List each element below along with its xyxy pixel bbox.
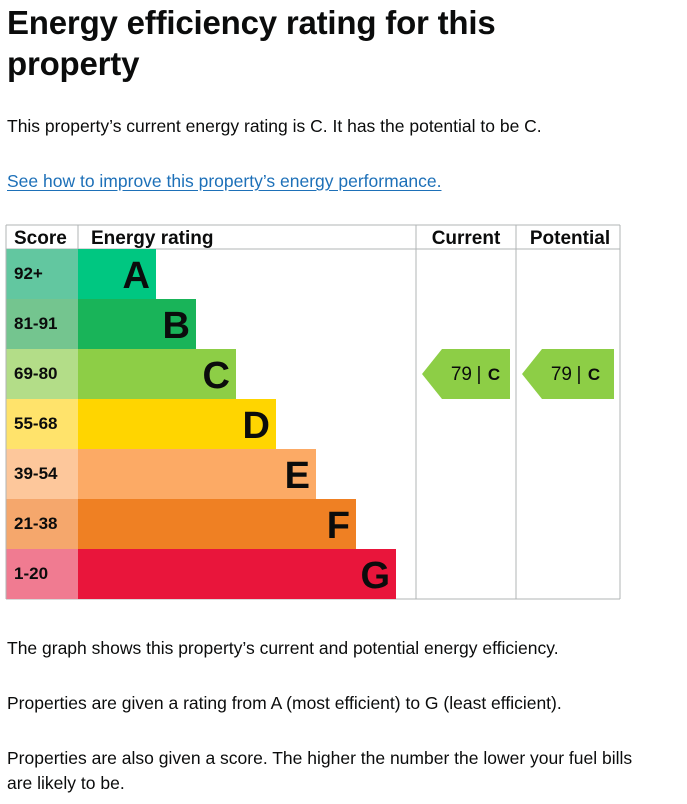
potential-rating-separator: | [577,364,582,385]
band-letter-e: E [285,455,310,497]
header-potential: Potential [530,228,610,249]
band-letter-b: B [163,305,190,347]
energy-rating-chart: Score Energy rating Current Potential 92… [5,224,621,600]
current-rating-letter: C [488,365,500,384]
score-label-c: 69-80 [14,364,57,383]
score-cell-c [6,349,78,399]
band-bar-f [78,499,356,549]
current-rating-score: 79 [451,364,472,385]
graph-explanation: The graph shows this property’s current … [7,638,559,658]
score-label-e: 39-54 [14,464,58,483]
score-cell-a [6,249,78,299]
band-bar-b [78,299,196,349]
score-label-d: 55-68 [14,414,57,433]
band-bar-e [78,449,316,499]
score-cell-f [6,499,78,549]
band-bar-a [78,249,156,299]
band-bar-c [78,349,236,399]
header-current: Current [432,228,501,249]
score-cell-e [6,449,78,499]
score-label-b: 81-91 [14,314,57,333]
band-letter-d: D [243,405,270,447]
band-letter-c: C [203,355,230,397]
rating-indicators: 79 | C 79 | C [422,349,614,399]
score-label-f: 21-38 [14,514,57,533]
potential-rating-letter: C [588,365,600,384]
current-rating-arrow [422,349,510,399]
score-cell-d [6,399,78,449]
improve-performance-link[interactable]: See how to improve this property’s energ… [7,171,442,191]
chart-grid [5,224,621,600]
score-cell-g [6,549,78,599]
header-score: Score [14,228,67,249]
header-energy-rating: Energy rating [91,228,213,249]
band-letter-f: F [327,505,350,547]
current-rating-separator: | [477,364,482,385]
page-title: Energy efficiency rating for this proper… [7,4,496,82]
score-label-a: 92+ [14,264,43,283]
score-explanation: Properties are also given a score. The h… [7,748,633,793]
potential-rating-score: 79 [551,364,572,385]
band-bar-d [78,399,276,449]
score-label-g: 1-20 [14,564,48,583]
score-cell-b [6,299,78,349]
band-letter-g: G [360,555,390,597]
band-bar-g [78,549,396,599]
potential-rating-arrow [522,349,614,399]
rating-bands: 92+ A 81-91 B 69-80 C 55-68 D 39-54 E 21-38 F 1-20 G [6,249,396,599]
band-letter-a: A [123,255,150,297]
intro-text: This property’s current energy rating is… [7,116,542,136]
rating-explanation: Properties are given a rating from A (mo… [7,693,562,713]
